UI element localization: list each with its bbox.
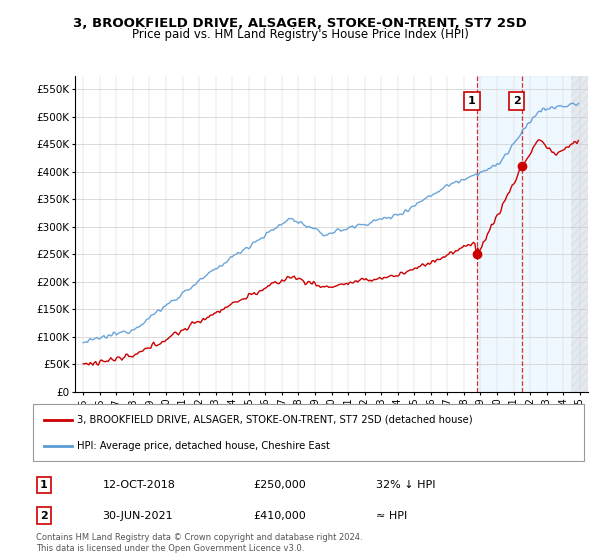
Text: 12-OCT-2018: 12-OCT-2018 [103,480,175,490]
Text: 3, BROOKFIELD DRIVE, ALSAGER, STOKE-ON-TRENT, ST7 2SD: 3, BROOKFIELD DRIVE, ALSAGER, STOKE-ON-T… [73,17,527,30]
Text: 1: 1 [40,480,48,490]
Text: 2: 2 [513,96,521,106]
Text: Contains HM Land Registry data © Crown copyright and database right 2024.
This d: Contains HM Land Registry data © Crown c… [35,533,362,553]
Text: ≈ HPI: ≈ HPI [376,511,407,521]
Text: HPI: Average price, detached house, Cheshire East: HPI: Average price, detached house, Ches… [77,441,331,451]
Text: 32% ↓ HPI: 32% ↓ HPI [376,480,436,490]
Bar [571,76,588,392]
Text: £410,000: £410,000 [253,511,306,521]
Text: Price paid vs. HM Land Registry's House Price Index (HPI): Price paid vs. HM Land Registry's House … [131,28,469,41]
Text: 3, BROOKFIELD DRIVE, ALSAGER, STOKE-ON-TRENT, ST7 2SD (detached house): 3, BROOKFIELD DRIVE, ALSAGER, STOKE-ON-T… [77,414,473,424]
Bar [477,76,588,392]
Text: £250,000: £250,000 [253,480,306,490]
Text: 2: 2 [40,511,48,521]
Text: 1: 1 [468,96,476,106]
Text: 30-JUN-2021: 30-JUN-2021 [103,511,173,521]
